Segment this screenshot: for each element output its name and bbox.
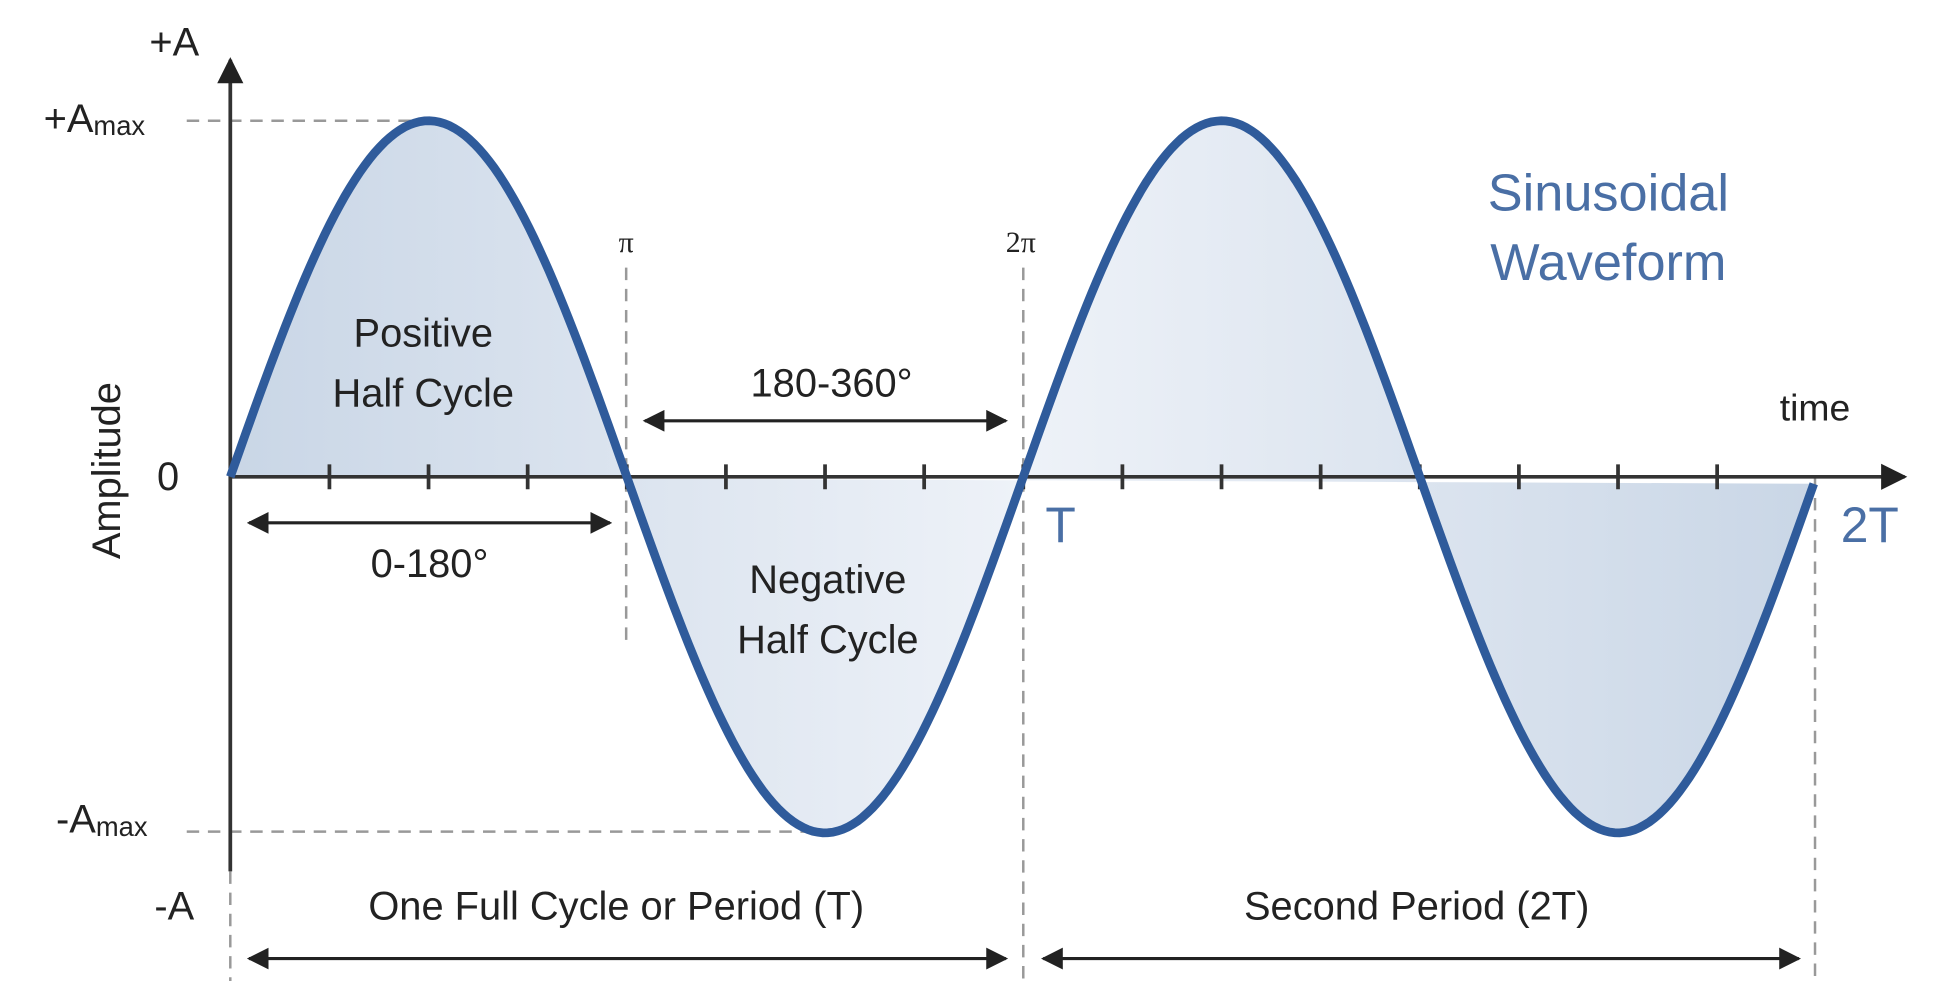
y-min-main: -A <box>56 797 96 841</box>
sine-wave <box>226 116 1818 838</box>
y-top-label: +A <box>149 20 199 64</box>
pi-label: π <box>619 226 634 259</box>
second-period-label: Second Period (2T) <box>1244 884 1589 928</box>
two-period-label: 2T <box>1841 497 1899 553</box>
first-half-label: 0-180° <box>371 542 489 586</box>
negative-label: Negative <box>749 558 906 602</box>
zero-label: 0 <box>157 455 179 499</box>
title-line: Waveform <box>1490 234 1726 292</box>
negative-label: Half Cycle <box>737 618 918 662</box>
y-min-label: -Amax <box>56 797 148 842</box>
y-axis-title: Amplitude <box>85 382 129 559</box>
y-max-label: +Amax <box>44 96 146 141</box>
two-pi-label: 2π <box>1006 226 1036 259</box>
y-max-main: +A <box>44 96 94 140</box>
period-label: T <box>1045 497 1075 553</box>
y-min-sub: max <box>96 811 148 842</box>
y-max-sub: max <box>93 110 145 141</box>
positive-label: Half Cycle <box>333 371 514 415</box>
x-axis-title: time <box>1780 387 1851 429</box>
second-half-label: 180-360° <box>751 361 913 405</box>
first-period-label: One Full Cycle or Period (T) <box>368 884 864 928</box>
y-bottom-label: -A <box>154 884 194 928</box>
positive-label: Positive <box>354 312 493 356</box>
title-line: Sinusoidal <box>1488 165 1729 223</box>
span-arrows <box>246 409 1802 970</box>
